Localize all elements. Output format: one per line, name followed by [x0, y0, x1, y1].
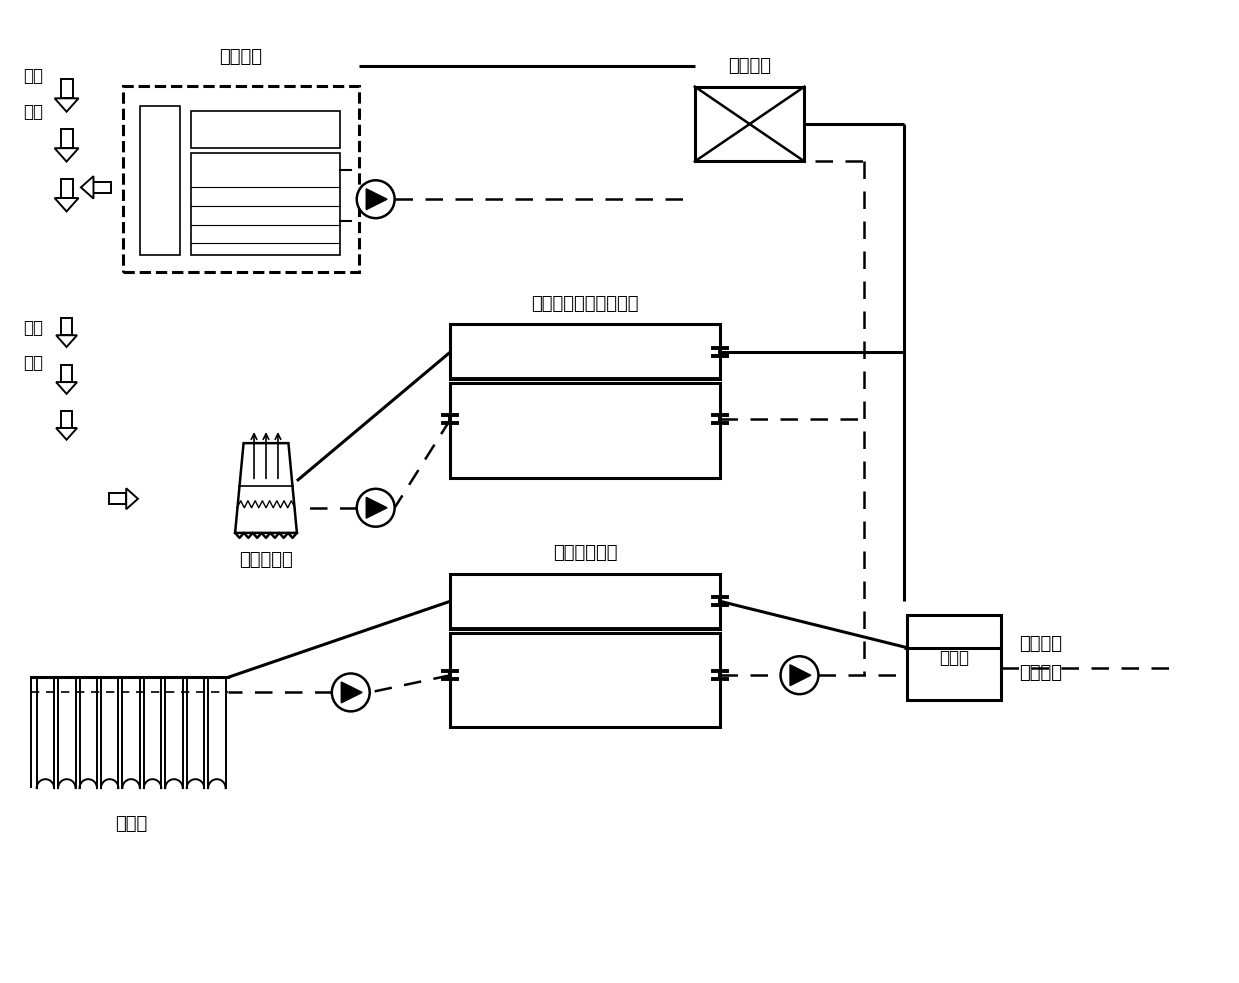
- Polygon shape: [56, 428, 77, 439]
- Polygon shape: [56, 382, 77, 394]
- Text: 烟气: 烟气: [24, 103, 43, 121]
- Circle shape: [357, 180, 395, 218]
- Text: 高温: 高温: [24, 319, 43, 337]
- Polygon shape: [790, 665, 810, 686]
- Bar: [191, 111, 339, 148]
- Bar: [140, 106, 180, 256]
- Polygon shape: [81, 176, 93, 199]
- Bar: [61, 411, 72, 428]
- Text: 烟气噴淦塔: 烟气噴淦塔: [239, 550, 292, 569]
- Circle shape: [332, 673, 369, 712]
- Text: 高温: 高温: [24, 67, 43, 86]
- Bar: [61, 179, 73, 198]
- Bar: [93, 182, 112, 193]
- Bar: [695, 87, 804, 161]
- Polygon shape: [55, 198, 78, 211]
- Bar: [451, 383, 720, 478]
- Polygon shape: [341, 682, 362, 703]
- Text: 供至流体: 供至流体: [1020, 635, 1062, 653]
- Bar: [61, 80, 73, 98]
- Text: 燃气锅炉: 燃气锅炉: [219, 48, 263, 66]
- Polygon shape: [367, 189, 387, 209]
- Text: 烟气: 烟气: [24, 354, 43, 373]
- Polygon shape: [55, 98, 78, 112]
- Polygon shape: [55, 148, 78, 161]
- Text: 烟气余热利用热泵主机: 烟气余热利用热泵主机: [532, 295, 639, 313]
- Bar: [124, 87, 359, 271]
- Bar: [191, 153, 339, 256]
- Text: 融雪路面: 融雪路面: [1020, 665, 1062, 682]
- Text: 换热站: 换热站: [939, 649, 969, 666]
- Bar: [61, 129, 73, 148]
- Polygon shape: [367, 497, 387, 518]
- Text: 板换系统: 板换系统: [729, 57, 771, 75]
- Bar: [451, 633, 720, 727]
- Text: 地埋管: 地埋管: [115, 815, 147, 833]
- Circle shape: [357, 489, 395, 527]
- Circle shape: [781, 657, 819, 694]
- Bar: [61, 318, 72, 335]
- Polygon shape: [126, 489, 138, 509]
- Bar: [61, 366, 72, 382]
- Polygon shape: [56, 335, 77, 347]
- Text: 地源热泵主机: 地源热泵主机: [553, 544, 617, 562]
- Bar: [907, 615, 1001, 700]
- Bar: [109, 493, 126, 504]
- Bar: [451, 324, 720, 379]
- Polygon shape: [235, 443, 297, 533]
- Bar: [451, 574, 720, 628]
